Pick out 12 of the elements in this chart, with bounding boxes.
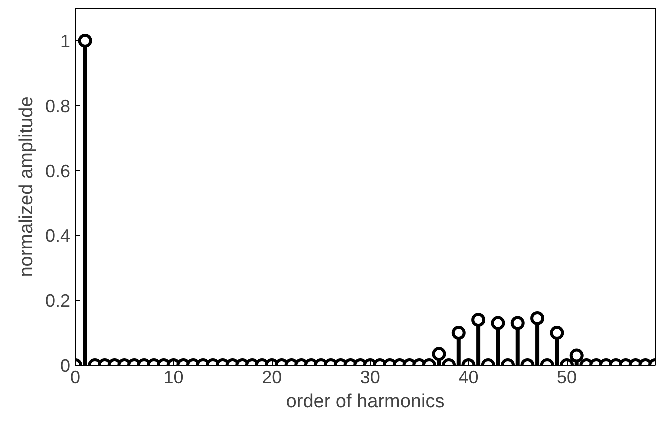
y-tick-label: 0.6 bbox=[45, 161, 71, 182]
x-tick-label: 50 bbox=[557, 368, 578, 388]
y-tick-label: 0.8 bbox=[45, 96, 71, 116]
x-tick-label: 10 bbox=[164, 368, 184, 388]
x-tick-label: 20 bbox=[262, 368, 282, 388]
x-axis-title: order of harmonics bbox=[286, 392, 445, 412]
y-tick-label: 0.4 bbox=[45, 226, 71, 246]
y-tick-label: 1 bbox=[60, 31, 71, 52]
x-tick-label: 40 bbox=[458, 368, 479, 388]
y-tick-label: 0.2 bbox=[45, 291, 71, 312]
x-tick-label: 30 bbox=[360, 368, 380, 388]
y-axis-title: normalized amplitude bbox=[16, 96, 38, 278]
